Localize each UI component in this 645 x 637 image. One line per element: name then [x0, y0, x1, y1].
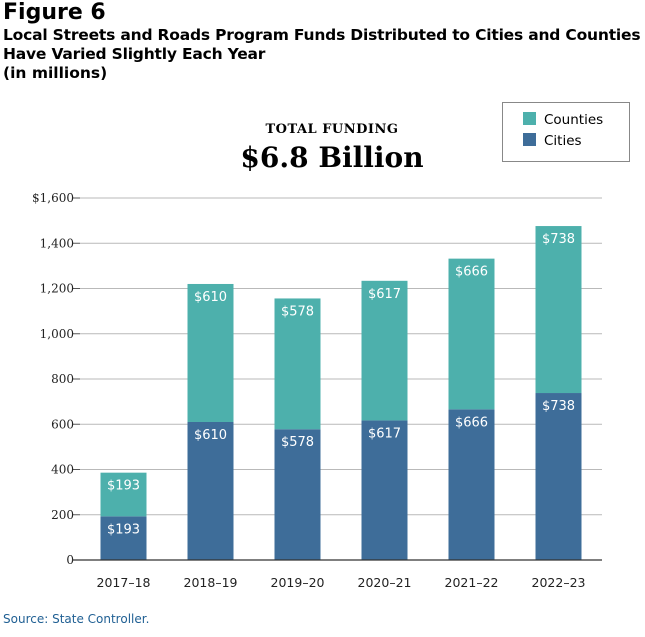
bar-cities	[100, 516, 147, 560]
bar-cities	[274, 429, 321, 560]
source-note: Source: State Controller.	[3, 612, 150, 626]
legend-item-cities: Cities	[523, 133, 582, 149]
data-label-cities: $666	[455, 415, 488, 430]
data-label-counties: $617	[368, 287, 401, 302]
legend-label-counties: Counties	[544, 112, 604, 128]
y-tick-label: 1,200	[40, 282, 74, 296]
bar-counties	[535, 226, 582, 394]
y-tick-label: 1,400	[40, 236, 74, 250]
stacked-bar-chart: 0 200 400 600 800 1,000 1,200 1,400 $1,600 $193 $1…	[32, 191, 602, 590]
data-label-cities: $193	[107, 522, 140, 537]
x-tick-label: 2022–23	[532, 575, 586, 590]
bar-cities	[361, 420, 408, 560]
data-label-cities: $610	[194, 428, 227, 443]
data-label-counties: $193	[107, 479, 140, 494]
y-tick-label: 800	[51, 372, 74, 386]
figure-label: Figure 6	[3, 0, 106, 25]
chart-title: Local Streets and Roads Program Funds Di…	[3, 26, 641, 63]
y-tick-label: 600	[51, 417, 74, 431]
bar-counties	[187, 283, 234, 422]
data-label-counties: $578	[281, 304, 314, 319]
data-label-counties: $666	[455, 265, 488, 280]
bar-cities	[535, 393, 582, 560]
legend-swatch-counties	[523, 112, 536, 125]
data-label-counties: $610	[194, 290, 227, 305]
legend-item-counties: Counties	[523, 112, 603, 128]
y-tick-label: 200	[51, 508, 74, 522]
x-tick-label: 2021–22	[445, 575, 499, 590]
bar-counties	[448, 258, 495, 410]
bar-cities	[448, 409, 495, 560]
x-tick-label: 2020–21	[358, 575, 412, 590]
x-tick-label: 2019–20	[271, 575, 325, 590]
bar-counties	[274, 298, 321, 430]
legend: Counties Cities	[502, 102, 630, 162]
data-label-cities: $738	[542, 399, 575, 414]
total-funding-value: $6.8 Billion	[240, 141, 424, 174]
bar-counties	[361, 280, 408, 421]
x-tick-label: 2017–18	[97, 575, 151, 590]
total-funding-label: TOTAL FUNDING	[265, 122, 399, 137]
data-label-cities: $578	[281, 435, 314, 450]
y-tick-label: 400	[51, 463, 74, 477]
data-label-counties: $738	[542, 232, 575, 247]
data-label-cities: $617	[368, 426, 401, 441]
legend-label-cities: Cities	[544, 133, 582, 149]
legend-swatch-cities	[523, 133, 536, 146]
y-tick-label: $1,600	[32, 191, 74, 205]
chart-subtitle: (in millions)	[3, 64, 108, 82]
x-tick-label: 2018–19	[184, 575, 238, 590]
bar-counties	[100, 472, 147, 517]
bar-cities	[187, 421, 234, 560]
y-tick-label: 1,000	[40, 327, 74, 341]
y-tick-label: 0	[66, 553, 74, 567]
